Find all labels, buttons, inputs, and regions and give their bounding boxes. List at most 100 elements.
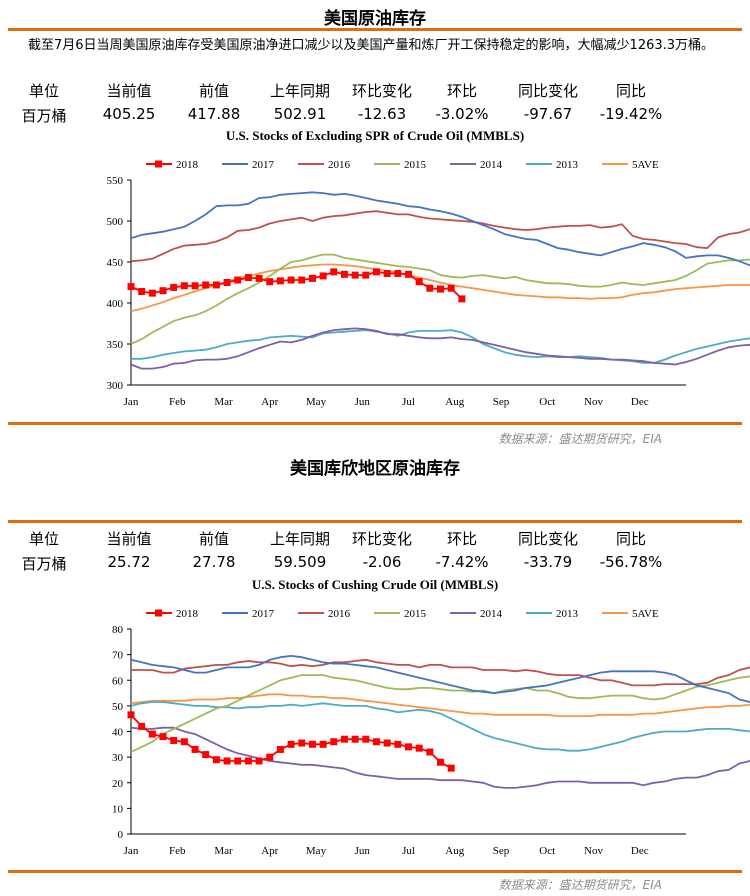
x-tick-label: May — [306, 845, 327, 857]
y-tick-label: 30 — [112, 752, 124, 764]
data-point-2018 — [405, 270, 412, 278]
series-line-2018 — [130, 270, 463, 300]
section-divider — [8, 422, 742, 425]
x-tick-label: Oct — [539, 396, 555, 408]
data-point-2018 — [426, 284, 434, 292]
data-point-2018 — [372, 268, 380, 276]
data-point-2018 — [266, 278, 274, 286]
stats-table-crude: 单位 当前值 前值 上年同期 环比变化 环比 同比变化 同比 百万桶 405.25 417.88 50… — [0, 80, 750, 130]
section-title-crude-stocks: 美国原油库存 — [324, 9, 426, 29]
stats-header-cell: 单位 — [28, 82, 59, 100]
stats-header-cell: 当前值 — [106, 530, 152, 548]
legend-item: 5AVE — [602, 159, 659, 171]
series-line-2016 — [130, 210, 750, 263]
x-tick-label: May — [306, 396, 327, 408]
section-divider — [8, 870, 742, 873]
chart-title: U.S. Stocks of Cushing Crude Oil (MMBLS) — [252, 577, 498, 592]
legend-label: 2016 — [328, 159, 351, 171]
data-point-2018 — [330, 738, 338, 746]
legend-label: 2015 — [404, 608, 427, 620]
legend-item: 2018 — [146, 608, 199, 620]
y-tick-label: 0 — [118, 829, 124, 841]
data-point-2018 — [202, 281, 210, 289]
data-point-2018 — [437, 285, 445, 293]
legend-label: 2016 — [328, 608, 351, 620]
legend-item: 5AVE — [602, 608, 659, 620]
legend-item: 2013 — [526, 608, 579, 620]
data-point-2018 — [351, 735, 359, 743]
y-tick-label: 400 — [107, 298, 124, 310]
stats-value-cell: -3.02% — [435, 105, 489, 123]
data-point-2018 — [362, 735, 370, 743]
data-point-2018 — [234, 757, 242, 765]
x-tick-label: Feb — [169, 396, 186, 408]
stats-value-cell: 405.25 — [102, 105, 156, 123]
data-point-2018 — [415, 744, 423, 752]
data-point-2018 — [212, 756, 220, 764]
description-text: 截至7月6日当周美国原油库存受美国原油净进口减少以及美国产量和炼厂开工保持稳定的… — [28, 38, 715, 53]
legend-label: 2015 — [404, 159, 427, 171]
data-point-2018 — [415, 278, 423, 286]
x-tick-label: Sep — [493, 845, 510, 857]
stats-header-cell: 环比变化 — [351, 530, 412, 548]
data-point-2018 — [180, 282, 188, 290]
stats-value-cell: -56.78% — [599, 553, 663, 571]
x-tick-label: Mar — [214, 396, 233, 408]
stats-value-cell: 百万桶 — [21, 555, 67, 573]
legend-item: 2015 — [374, 608, 427, 620]
x-tick-label: Jul — [402, 845, 415, 857]
data-point-2018 — [159, 287, 167, 295]
series-line-2017 — [130, 191, 750, 267]
data-point-2018 — [351, 271, 359, 279]
source-note: 数据来源：盛达期货研究，EIA — [498, 878, 662, 892]
legend-item: 2017 — [222, 159, 275, 171]
data-point-2018 — [244, 274, 252, 282]
x-tick-label: Apr — [261, 396, 278, 408]
data-point-2018 — [362, 271, 370, 279]
data-point-2018 — [191, 282, 199, 290]
data-point-2018 — [405, 743, 412, 751]
legend-item: 2014 — [450, 159, 503, 171]
data-point-2018 — [202, 751, 210, 759]
data-point-2018 — [138, 288, 146, 296]
stats-value-cell: -2.06 — [362, 553, 402, 571]
stats-header-cell: 环比 — [446, 82, 477, 100]
x-tick-label: Oct — [539, 845, 555, 857]
data-point-2018 — [319, 740, 327, 748]
stats-value-cell: 502.91 — [273, 105, 327, 123]
series-line-2016 — [131, 658, 750, 687]
y-tick-label: 300 — [107, 380, 124, 392]
data-point-2018 — [330, 268, 338, 276]
data-point-2018 — [383, 739, 391, 747]
stats-header-cell: 同比变化 — [517, 530, 578, 548]
x-tick-label: Jun — [355, 396, 371, 408]
x-tick-label: Nov — [584, 396, 603, 408]
legend-label: 5AVE — [632, 159, 659, 171]
legend-item: 2018 — [146, 159, 199, 171]
data-point-2018 — [319, 272, 327, 280]
data-point-2018 — [340, 735, 348, 743]
series-line-2014 — [130, 327, 750, 370]
stats-value-cell: 百万桶 — [21, 107, 67, 125]
stats-header-cell: 同比 — [615, 530, 646, 548]
data-point-2018 — [383, 269, 391, 277]
data-point-2018 — [223, 757, 231, 765]
x-tick-label: Mar — [214, 845, 233, 857]
y-tick-label: 70 — [112, 650, 124, 662]
data-point-2018 — [372, 738, 380, 746]
data-point-2018 — [298, 276, 306, 284]
legend-label: 2013 — [556, 159, 579, 171]
legend-label: 2018 — [176, 608, 199, 620]
y-tick-label: 450 — [107, 257, 124, 269]
data-point-2018 — [148, 289, 156, 297]
data-point-2018 — [212, 281, 220, 289]
x-tick-label: Jan — [124, 845, 139, 857]
legend-marker — [155, 609, 162, 617]
data-point-2018 — [191, 745, 199, 753]
data-point-2018 — [180, 738, 188, 746]
x-tick-label: Sep — [493, 396, 510, 408]
data-point-2018 — [255, 274, 263, 282]
legend-label: 2018 — [176, 159, 199, 171]
series-line-2013 — [130, 701, 750, 752]
y-tick-label: 50 — [112, 701, 124, 713]
